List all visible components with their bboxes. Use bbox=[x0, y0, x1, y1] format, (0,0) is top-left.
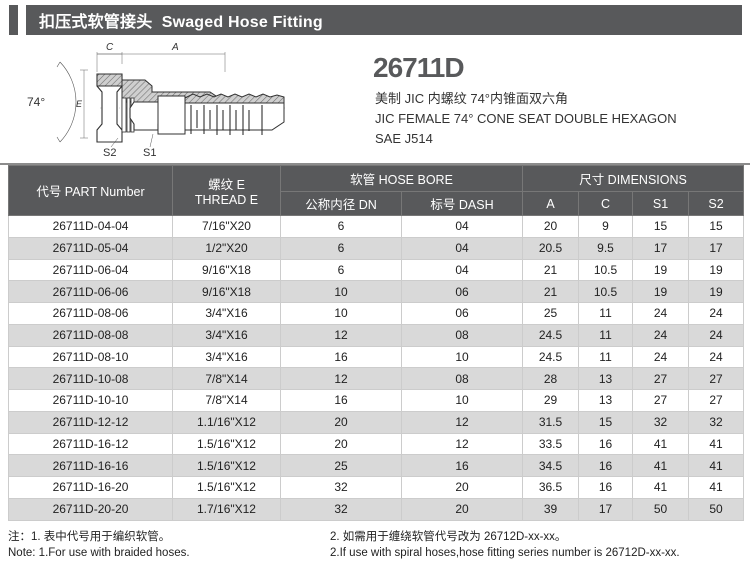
svg-text:C: C bbox=[106, 42, 114, 53]
svg-text:S1: S1 bbox=[143, 147, 156, 159]
svg-text:A: A bbox=[171, 42, 179, 53]
svg-text:E: E bbox=[76, 99, 83, 109]
svg-text:74°: 74° bbox=[27, 95, 45, 109]
svg-text:S2: S2 bbox=[103, 147, 116, 159]
